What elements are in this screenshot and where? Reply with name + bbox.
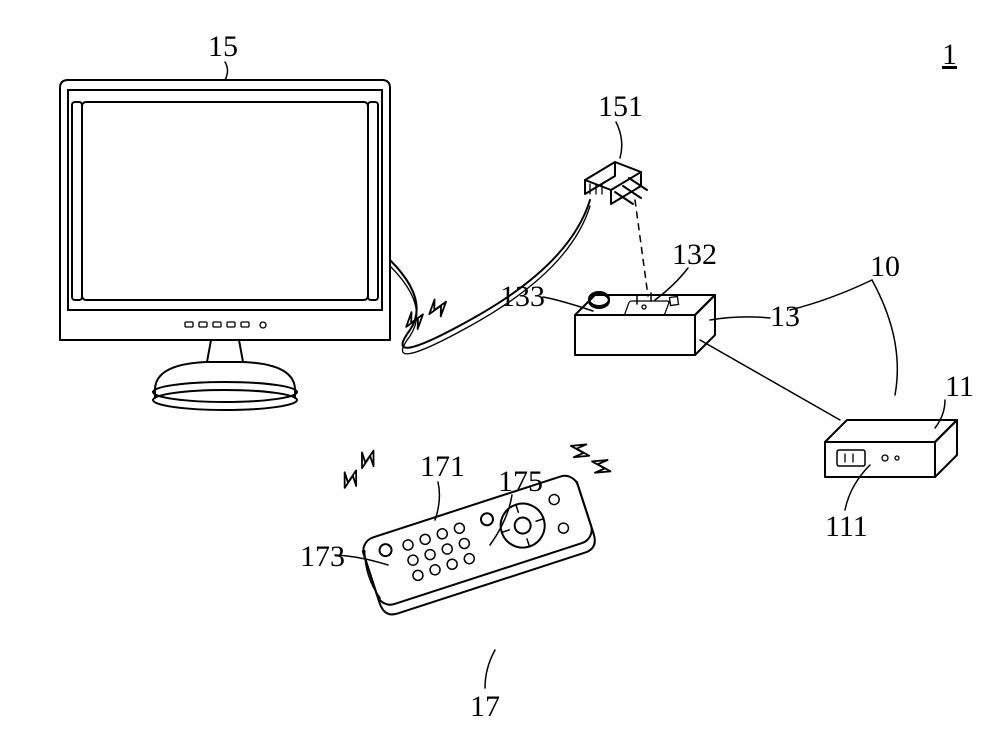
- ref-label-13: 13: [770, 300, 800, 334]
- ref-label-17: 17: [470, 690, 500, 724]
- ref-label-133: 133: [500, 280, 545, 314]
- ref-label-175: 175: [498, 465, 543, 499]
- ref-label-111: 111: [825, 510, 868, 544]
- ref-label-1: 1: [942, 38, 957, 72]
- ref-label-132: 132: [672, 238, 717, 272]
- ref-label-173: 173: [300, 540, 345, 574]
- ref-label-10: 10: [870, 250, 900, 284]
- ref-label-15: 15: [208, 30, 238, 64]
- diagram-svg: [0, 0, 1000, 741]
- ref-label-151: 151: [598, 90, 643, 124]
- ref-label-11: 11: [945, 370, 974, 404]
- rf-wave: [334, 446, 383, 492]
- rf-wave: [401, 296, 452, 332]
- ref-label-171: 171: [420, 450, 465, 484]
- diagram-stage: 11515113313210131111117317117517: [0, 0, 1000, 741]
- rf-wave: [567, 435, 615, 483]
